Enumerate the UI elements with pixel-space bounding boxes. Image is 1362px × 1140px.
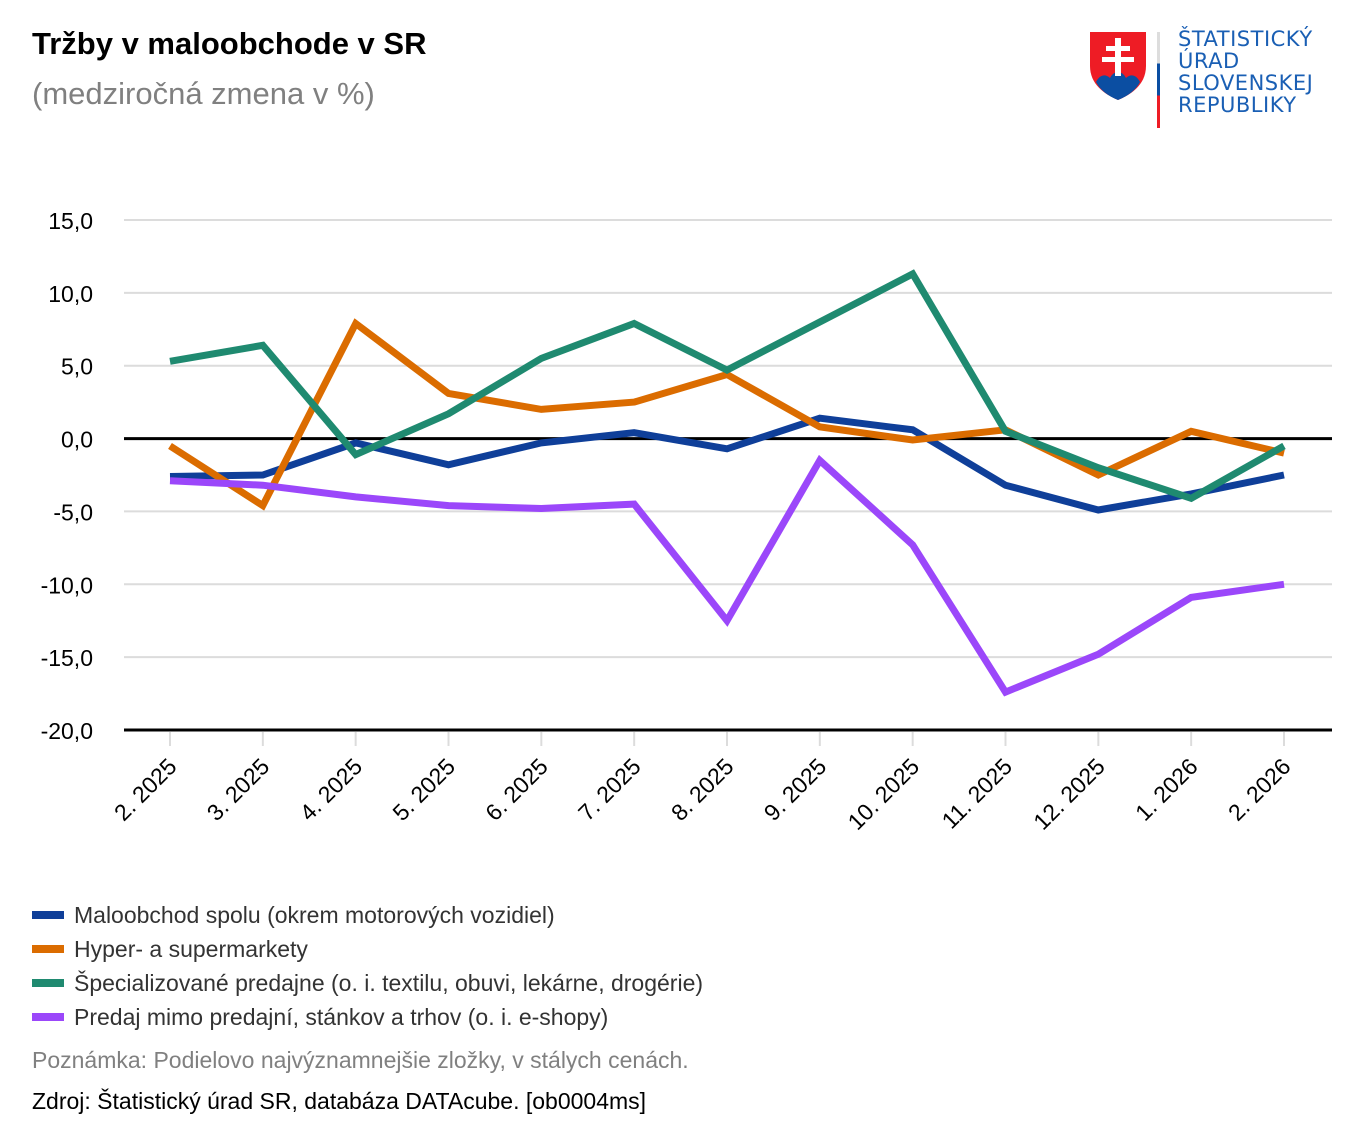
x-tick-label: 3. 2025 <box>202 753 275 826</box>
x-tick-label: 7. 2025 <box>573 753 646 826</box>
series-line-1 <box>169 414 1285 514</box>
y-tick-label: 10,0 <box>48 281 93 307</box>
legend-item: Predaj mimo predajní, stánkov a trhov (o… <box>32 1000 703 1034</box>
slovak-coat-of-arms-icon <box>1090 32 1146 100</box>
legend-label: Špecializované predajne (o. i. textilu, … <box>74 969 704 996</box>
x-tick-label: 10. 2025 <box>843 753 925 835</box>
series-line-4 <box>169 454 1285 697</box>
x-tick-label: 4. 2025 <box>295 753 368 826</box>
x-tick-label: 9. 2025 <box>759 753 832 826</box>
x-tick-label: 11. 2025 <box>937 753 1017 833</box>
logo-line: SLOVENSKEJ <box>1178 71 1314 95</box>
chart-subtitle: (medziročná zmena v %) <box>32 76 375 111</box>
legend-label: Hyper- a supermarkety <box>74 935 308 962</box>
logo-line: REPUBLIKY <box>1178 93 1297 117</box>
y-tick-label: -15,0 <box>41 645 93 671</box>
logo-divider <box>1157 32 1160 128</box>
legend-item: Maloobchod spolu (okrem motorových vozid… <box>32 898 703 932</box>
x-tick-label: 12. 2025 <box>1028 753 1110 835</box>
logo: ŠTATISTICKÝ ÚRAD SLOVENSKEJ REPUBLIKY <box>1088 28 1338 130</box>
legend-swatch <box>32 1013 64 1021</box>
source-note: Zdroj: Štatistický úrad SR, databáza DAT… <box>32 1088 647 1114</box>
legend-label: Maloobchod spolu (okrem motorových vozid… <box>74 901 555 928</box>
x-tick-label: 2. 2025 <box>109 753 182 826</box>
line-chart: 15,0 10,0 5,0 0,0 -5,0 -10,0 -15,0 -20,0 2. 202… <box>41 208 1332 835</box>
x-axis-ticks: 2. 2025 3. 2025 4. 2025 5. 2025 6. 2025 7. 20… <box>109 732 1296 835</box>
x-tick-label: 2. 2026 <box>1223 753 1296 826</box>
y-axis-ticks: 15,0 10,0 5,0 0,0 -5,0 -10,0 -15,0 -20,0 <box>41 208 93 744</box>
y-tick-label: -5,0 <box>53 499 93 525</box>
y-tick-label: 5,0 <box>61 354 93 380</box>
legend-item: Špecializované predajne (o. i. textilu, … <box>32 966 703 1000</box>
y-tick-label: 0,0 <box>61 427 93 453</box>
y-tick-label: 15,0 <box>48 208 93 234</box>
series-line-3 <box>169 269 1286 503</box>
footnote: Poznámka: Podielovo najvýznamnejšie zlož… <box>32 1047 689 1073</box>
logo-line: ÚRAD <box>1178 49 1240 73</box>
x-tick-label: 8. 2025 <box>666 753 739 826</box>
legend-swatch <box>32 945 64 953</box>
legend-swatch <box>32 979 64 987</box>
legend-label: Predaj mimo predajní, stánkov a trhov (o… <box>74 1003 609 1030</box>
series-lines <box>168 269 1286 697</box>
x-tick-label: 5. 2025 <box>387 753 460 826</box>
logo-text: ŠTATISTICKÝ ÚRAD SLOVENSKEJ REPUBLIKY <box>1178 28 1313 116</box>
x-tick-label: 1. 2026 <box>1130 753 1203 826</box>
legend-item: Hyper- a supermarkety <box>32 932 703 966</box>
x-tick-label: 6. 2025 <box>480 753 553 826</box>
y-tick-label: -20,0 <box>41 718 93 744</box>
logo-line: ŠTATISTICKÝ <box>1178 27 1313 51</box>
chart-title: Tržby v maloobchode v SR <box>32 26 427 61</box>
y-tick-label: -10,0 <box>41 572 93 598</box>
gridlines <box>124 219 1332 732</box>
series-line-2 <box>168 318 1285 511</box>
legend-swatch <box>32 911 64 919</box>
legend: Maloobchod spolu (okrem motorových vozid… <box>32 898 703 1034</box>
